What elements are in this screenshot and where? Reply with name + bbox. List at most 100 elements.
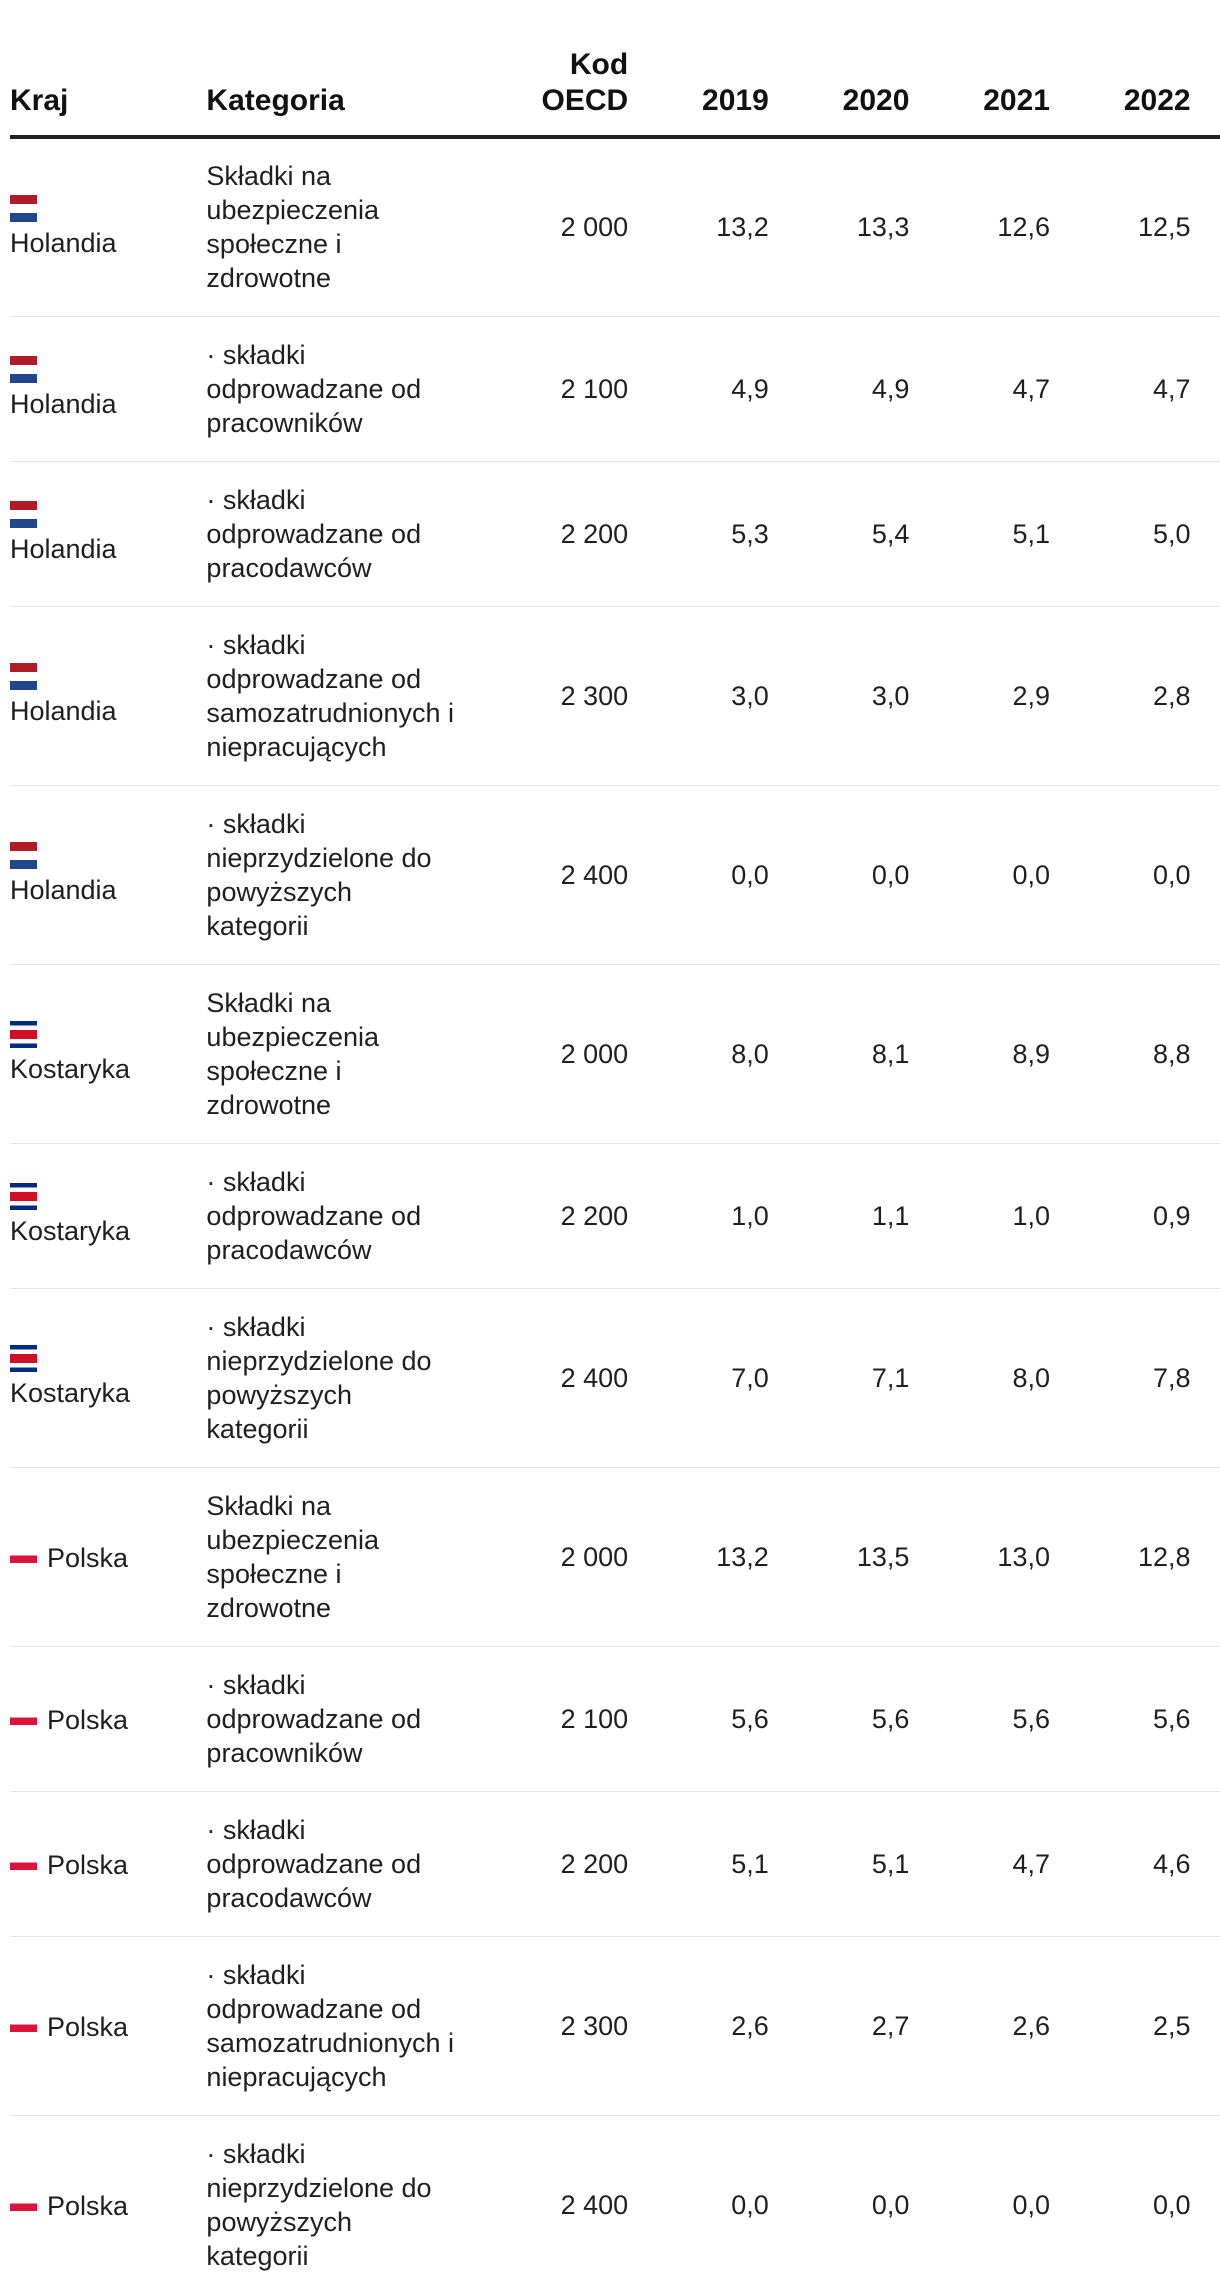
cell-oecd-code: 2 300 [460,606,629,786]
cell-country: Polska [10,1467,207,1647]
cell-category: · składki odprowadzane od samozatrudnion… [206,606,461,786]
cell-country: Holandia [10,137,207,317]
cell-country: Kostaryka [10,1288,207,1468]
country-label: Holandia [10,663,206,728]
cell-oecd-code: 2 300 [460,1936,629,2116]
cell-2021: 0,0 [909,2115,1050,2290]
flag-pl-icon [10,2190,37,2217]
table-row: Holandia · składki odprowadzane od pracod… [10,461,1220,607]
cell-category: · składki odprowadzane od samozatrudnion… [206,1936,461,2116]
cell-oecd-code: 2 200 [460,461,629,607]
table-row: Holandia · składki nieprzydzielone do pow… [10,785,1220,965]
cell-2020: 13,5 [768,1467,910,1647]
cell-2020: 2,7 [768,1936,910,2116]
cell-oecd-code: 2 000 [460,1467,629,1647]
category-text: · składki odprowadzane od pracodawców [206,484,422,583]
cell-2020: 7,1 [768,1288,910,1468]
cell-2021: 13,0 [909,1467,1050,1647]
header-code-line1: Kod [569,48,629,81]
cell-country: Holandia [10,785,207,965]
cell-category: Składki na ubezpieczenia społeczne i zdr… [206,964,461,1144]
table-body: Holandia Składki na ubezpieczenia społecz… [10,137,1220,2290]
country-label: Holandia [10,356,206,421]
country-name: Holandia [10,227,117,258]
country-name: Kostaryka [10,1215,131,1246]
header-year-2022[interactable]: 2022 [1049,0,1191,139]
country-name: Holandia [10,533,117,564]
category-text: Składki na ubezpieczenia społeczne i zdr… [206,161,380,294]
cell-2021: 2,6 [909,1936,1050,2116]
cell-category: · składki odprowadzane od pracodawców [206,1143,461,1289]
cell-2022: 0,9 [1049,1143,1191,1289]
flag-nl-icon [10,356,37,384]
cell-2019: 1,0 [628,1143,769,1289]
header-year-2019[interactable]: 2019 [628,0,769,139]
cell-2020: 8,1 [768,964,910,1144]
cell-2021: 12,6 [909,137,1050,317]
cell-category: · składki odprowadzane od pracowników [206,1646,461,1792]
category-text: · składki nieprzydzielone do powyższych … [206,2139,432,2271]
cell-country: Polska [10,1791,207,1937]
cell-2022: 5,0 [1049,461,1191,607]
flag-nl-icon [10,663,37,691]
cell-country: Holandia [10,316,207,462]
cell-truncated-year: 8 [1190,1288,1220,1468]
cell-oecd-code: 2 400 [460,1288,629,1468]
country-name: Holandia [10,874,117,905]
cell-2020: 5,6 [768,1646,910,1792]
header-row: Kraj Kategoria Kod OECD 2019 2020 2021 20… [10,0,1220,139]
category-text: · składki odprowadzane od pracowników [206,339,422,438]
cell-truncated-year: 2 [1190,606,1220,786]
cell-truncated-year: 1 [1190,1467,1220,1647]
header-country[interactable]: Kraj [10,0,207,139]
cell-2021: 2,9 [909,606,1050,786]
cell-2021: 1,0 [909,1143,1050,1289]
header-oecd-code[interactable]: Kod OECD [460,0,629,139]
cell-truncated-year: 5 [1190,1791,1220,1937]
category-text: · składki odprowadzane od pracodawców [206,1166,422,1265]
header-year-truncated[interactable]: 2 [1190,0,1220,139]
table-row: Holandia · składki odprowadzane od pracow… [10,316,1220,462]
header-category[interactable]: Kategoria [206,0,461,139]
cell-oecd-code: 2 200 [460,1143,629,1289]
table-row: Holandia · składki odprowadzane od samoza… [10,606,1220,786]
category-text: · składki nieprzydzielone do powyższych … [206,808,432,941]
data-table: Kraj Kategoria Kod OECD 2019 2020 2021 20… [10,0,1220,2290]
cell-2020: 0,0 [768,785,910,965]
cell-category: Składki na ubezpieczenia społeczne i zdr… [206,1467,461,1647]
header-year-2021[interactable]: 2021 [909,0,1050,139]
cell-2019: 3,0 [628,606,769,786]
cell-2020: 5,4 [768,461,910,607]
country-label: Polska [10,1539,206,1575]
flag-pl-icon [10,1542,37,1569]
country-name: Holandia [10,388,117,419]
country-label: Kostaryka [10,1183,206,1248]
country-name: Polska [47,1704,129,1735]
cell-2019: 5,3 [628,461,769,607]
country-label: Kostaryka [10,1345,206,1410]
cell-category: · składki odprowadzane od pracodawców [206,461,461,607]
cell-2020: 3,0 [768,606,910,786]
cell-truncated-year: - [1190,1646,1220,1792]
cell-2019: 5,6 [628,1646,769,1792]
cell-2021: 5,1 [909,461,1050,607]
country-label: Holandia [10,194,206,260]
country-name: Holandia [10,695,117,726]
cell-oecd-code: 2 000 [460,137,629,317]
cell-truncated-year: 5 [1190,461,1220,607]
table-row: Holandia Składki na ubezpieczenia społecz… [10,137,1220,317]
category-text: Składki na ubezpieczenia społeczne i zdr… [206,1490,380,1623]
cell-2019: 2,6 [628,1936,769,2116]
cell-category: Składki na ubezpieczenia społeczne i zdr… [206,137,461,317]
cell-oecd-code: 2 100 [460,1646,629,1792]
country-label: Kostaryka [10,1021,206,1086]
cell-country: Polska [10,1936,207,2116]
header-year-2020[interactable]: 2020 [768,0,910,139]
category-text: · składki odprowadzane od samozatrudnion… [206,1959,455,2092]
country-name: Kostaryka [10,1053,131,1084]
table-row: Kostaryka · składki nieprzydzielone do po… [10,1288,1220,1468]
cell-2019: 8,0 [628,964,769,1144]
cell-2022: 7,8 [1049,1288,1191,1468]
cell-oecd-code: 2 000 [460,964,629,1144]
